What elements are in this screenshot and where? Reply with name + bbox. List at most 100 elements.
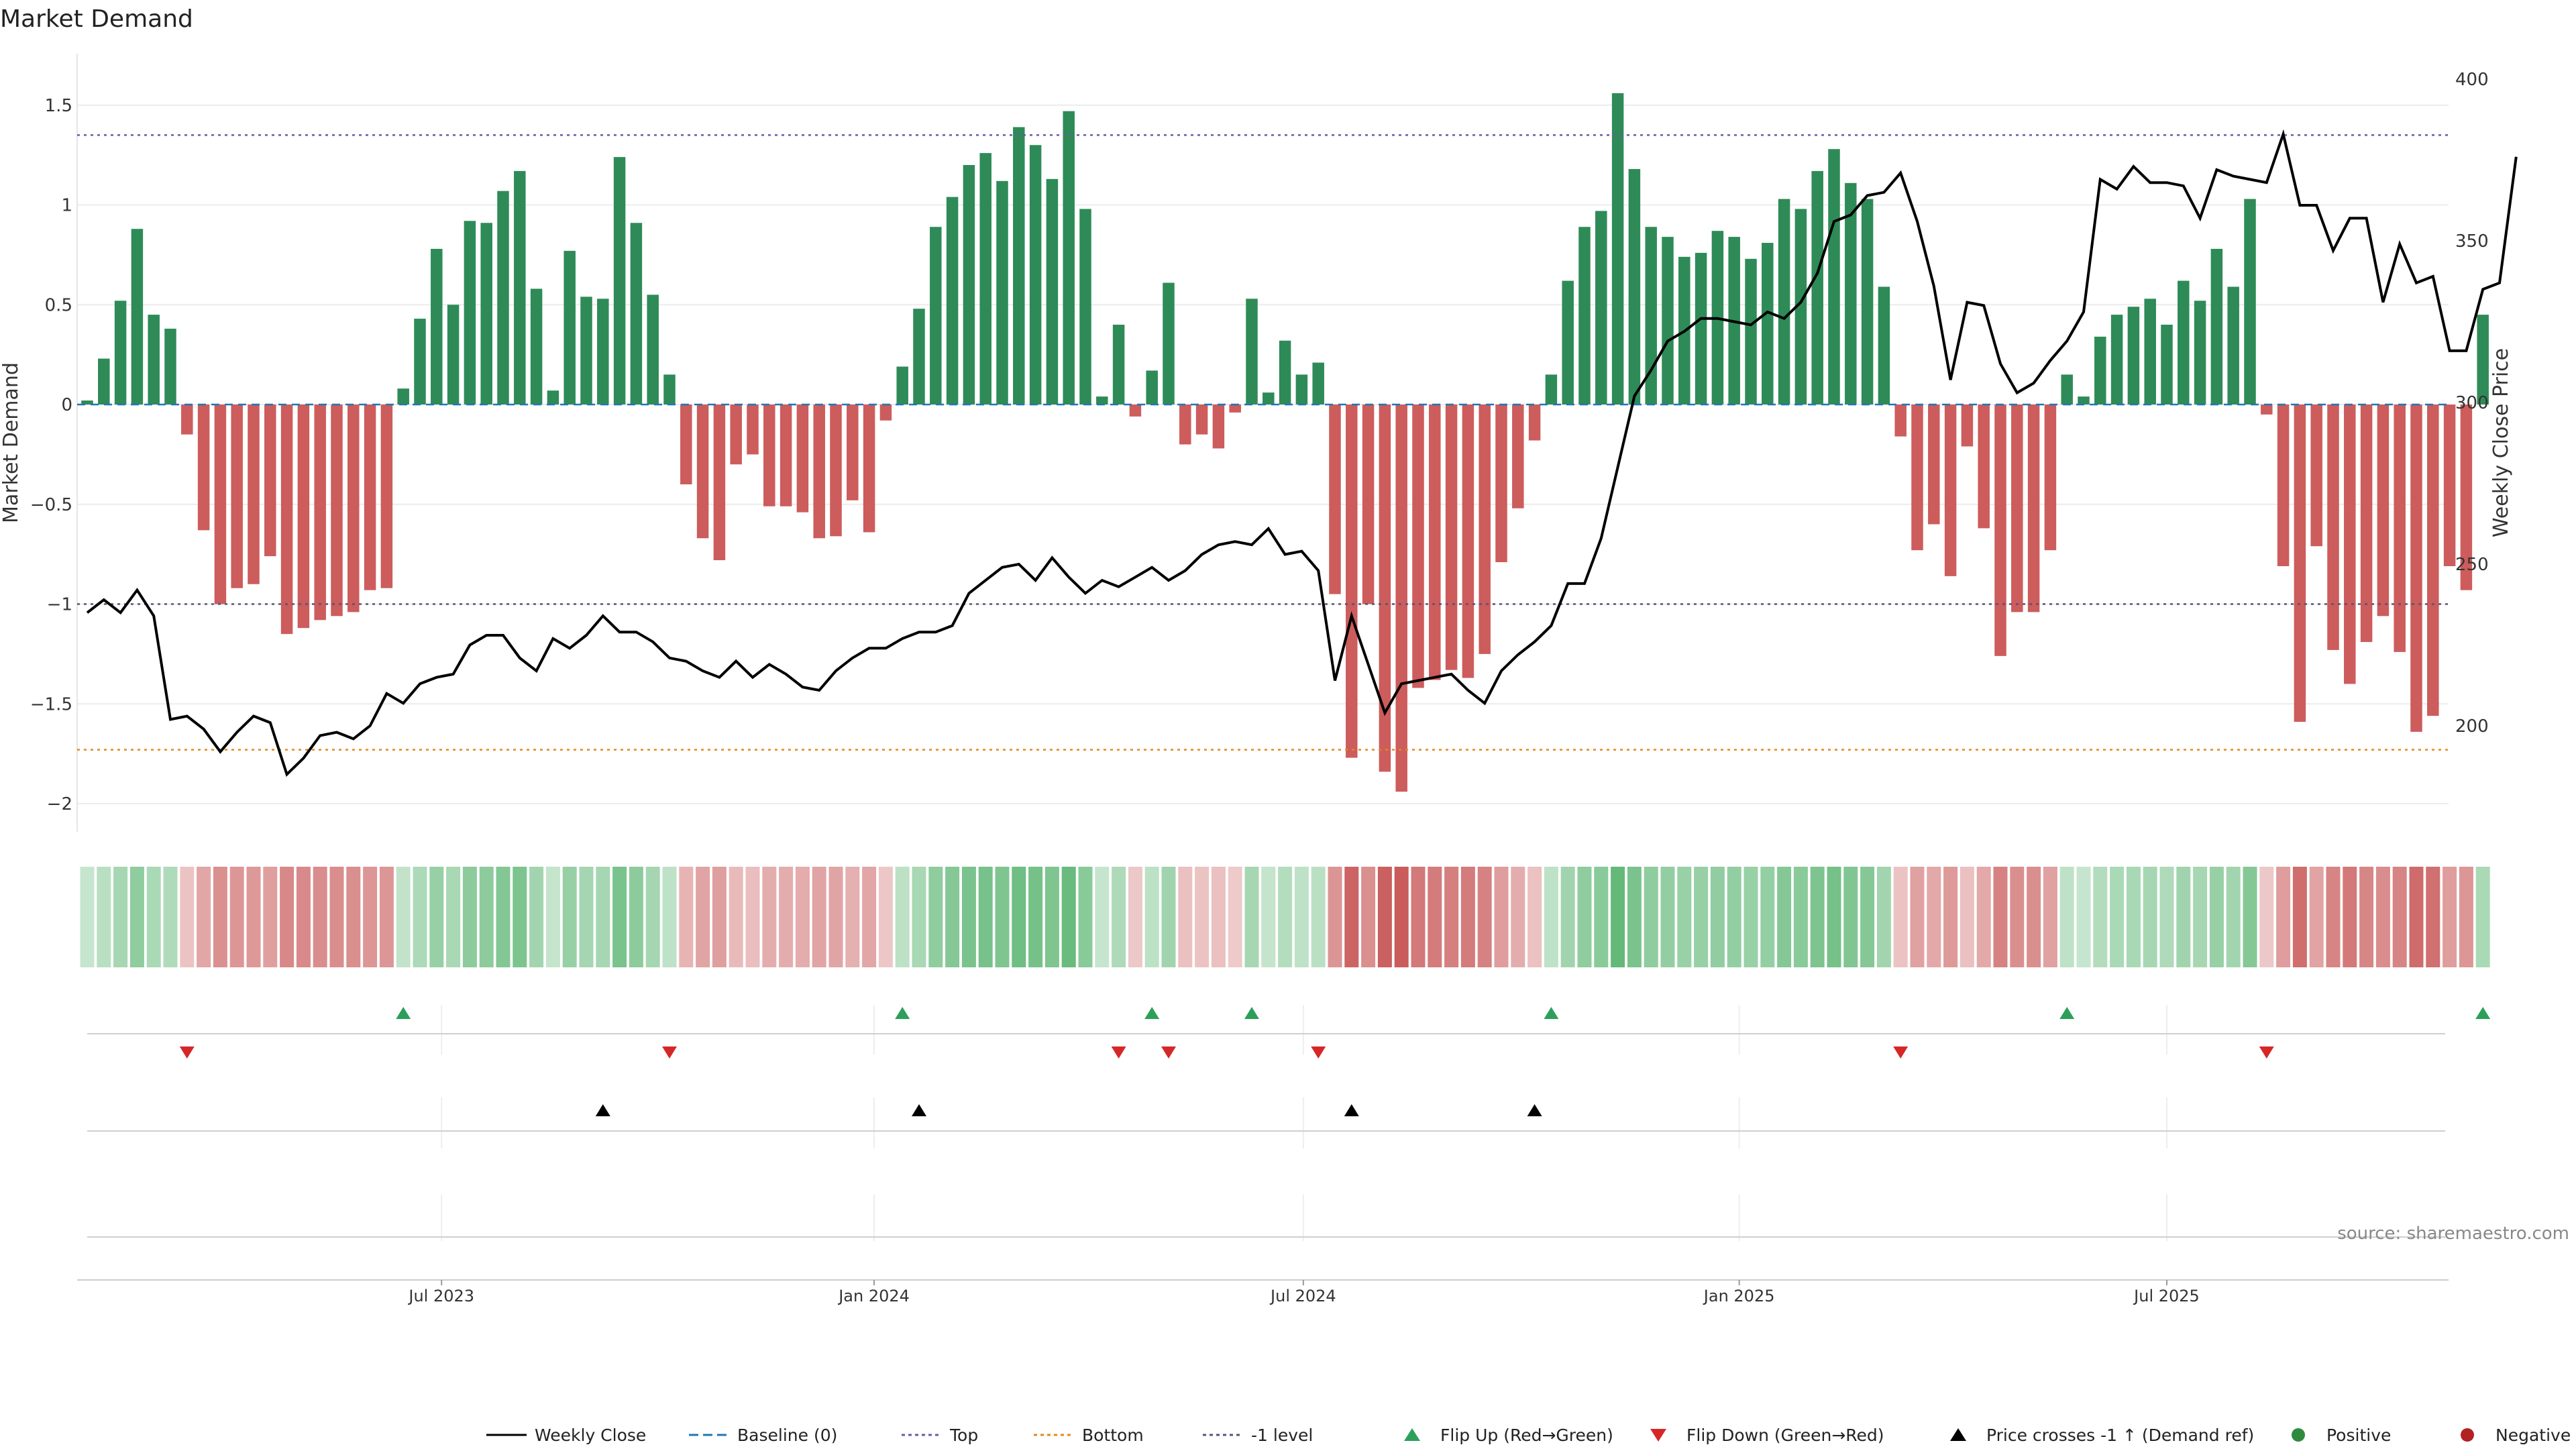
heat-cell-63 — [1128, 867, 1142, 967]
heat-cell-40 — [745, 867, 760, 967]
level-lines — [77, 134, 2449, 751]
price-cross-marker-3 — [1527, 1104, 1542, 1116]
demand-bar-44 — [813, 405, 825, 539]
heat-cell-83 — [1460, 867, 1475, 967]
legend-label-2: Top — [949, 1426, 978, 1445]
heat-cell-134 — [2309, 867, 2324, 967]
heat-cell-50 — [912, 867, 926, 967]
demand-bar-18 — [380, 405, 393, 588]
demand-bar-75 — [1329, 405, 1341, 594]
heat-cell-139 — [2392, 867, 2407, 967]
demand-bar-16 — [347, 405, 360, 612]
y-tick-label-2: 0.5 — [45, 295, 72, 315]
demand-bar-133 — [2294, 405, 2306, 722]
heat-cell-110 — [1910, 867, 1925, 967]
heat-cell-124 — [2143, 867, 2157, 967]
heat-cell-22 — [446, 867, 461, 967]
demand-bar-131 — [2261, 405, 2273, 415]
flip-up-marker-2 — [1144, 1007, 1160, 1019]
demand-bar-52 — [946, 197, 959, 405]
demand-bar-31 — [597, 299, 609, 405]
heat-cell-101 — [1760, 867, 1775, 967]
heat-cell-109 — [1893, 867, 1908, 967]
demand-bar-24 — [480, 223, 492, 405]
demand-bar-103 — [1794, 209, 1807, 405]
heat-cell-69 — [1228, 867, 1242, 967]
legend-swatch-8 — [2292, 1428, 2305, 1442]
demand-bar-100 — [1745, 258, 1757, 405]
heat-cell-68 — [1211, 867, 1226, 967]
demand-bar-5 — [164, 328, 176, 405]
demand-bar-71 — [1263, 392, 1275, 405]
demand-bar-105 — [1828, 149, 1840, 405]
heat-cell-106 — [1843, 867, 1858, 967]
demand-bar-93 — [1628, 168, 1641, 405]
demand-bar-125 — [2161, 325, 2173, 405]
heat-cell-28 — [545, 867, 560, 967]
demand-bar-12 — [280, 405, 293, 635]
heat-cell-91 — [1594, 867, 1609, 967]
legend-label-0: Weekly Close — [535, 1426, 646, 1445]
demand-bar-141 — [2427, 405, 2439, 716]
heat-cell-0 — [80, 867, 95, 967]
chart-title: Market Demand — [0, 5, 193, 33]
heat-cell-97 — [1694, 867, 1709, 967]
heat-cell-82 — [1444, 867, 1459, 967]
flip-down-marker-1 — [662, 1046, 677, 1059]
demand-bar-107 — [1861, 199, 1874, 405]
demand-bar-2 — [114, 301, 127, 405]
demand-bar-136 — [2344, 405, 2356, 684]
heat-cell-67 — [1195, 867, 1210, 967]
heat-cell-136 — [2343, 867, 2357, 967]
demand-bar-1 — [98, 358, 110, 405]
demand-bar-26 — [514, 170, 526, 405]
demand-bar-82 — [1445, 405, 1458, 670]
legend-label-9: Negative — [2496, 1426, 2571, 1445]
y-tick-label-6: −1.5 — [30, 694, 72, 714]
heat-cell-55 — [995, 867, 1010, 967]
heat-cell-129 — [2226, 867, 2241, 967]
demand-bar-64 — [1146, 370, 1158, 405]
heat-cell-30 — [579, 867, 594, 967]
demand-bar-15 — [331, 405, 343, 616]
heat-cell-18 — [379, 867, 394, 967]
legend-item-1: Baseline (0) — [689, 1426, 837, 1445]
heat-cell-141 — [2426, 867, 2440, 967]
demand-bar-0 — [81, 400, 93, 405]
legend-item-6: Flip Down (Green→Red) — [1650, 1426, 1884, 1445]
demand-bar-34 — [647, 294, 659, 405]
heat-cell-7 — [197, 867, 211, 967]
heat-cell-8 — [213, 867, 227, 967]
heat-cell-107 — [1860, 867, 1875, 967]
heat-cell-108 — [1876, 867, 1891, 967]
flip-down-marker-0 — [179, 1046, 195, 1059]
demand-bar-10 — [248, 405, 260, 584]
y-tick-label-7: −2 — [47, 794, 72, 814]
demand-bar-32 — [613, 157, 626, 405]
heat-cell-70 — [1244, 867, 1259, 967]
demand-bar-134 — [2310, 405, 2322, 547]
heat-cell-115 — [1993, 867, 2008, 967]
demand-bar-104 — [1811, 170, 1823, 405]
flip-up-marker-0 — [396, 1007, 411, 1019]
demand-bar-14 — [314, 405, 326, 621]
demand-bar-78 — [1379, 405, 1391, 772]
demand-bar-72 — [1279, 340, 1291, 405]
heat-cell-126 — [2176, 867, 2191, 967]
heat-cell-14 — [313, 867, 327, 967]
heat-cell-20 — [413, 867, 427, 967]
demand-bar-73 — [1295, 374, 1308, 405]
demand-bar-43 — [796, 405, 809, 513]
heat-cell-127 — [2193, 867, 2208, 967]
heat-cell-58 — [1044, 867, 1059, 967]
demand-bar-84 — [1479, 405, 1491, 654]
heat-cell-45 — [828, 867, 843, 967]
heat-cell-81 — [1428, 867, 1442, 967]
demand-bar-127 — [2194, 301, 2206, 405]
demand-bar-40 — [747, 405, 759, 455]
flip-down-marker-2 — [1111, 1046, 1126, 1059]
demand-bars — [81, 93, 2489, 792]
demand-bar-59 — [1063, 111, 1075, 405]
demand-bar-106 — [1845, 182, 1857, 405]
demand-bar-142 — [2443, 405, 2456, 566]
